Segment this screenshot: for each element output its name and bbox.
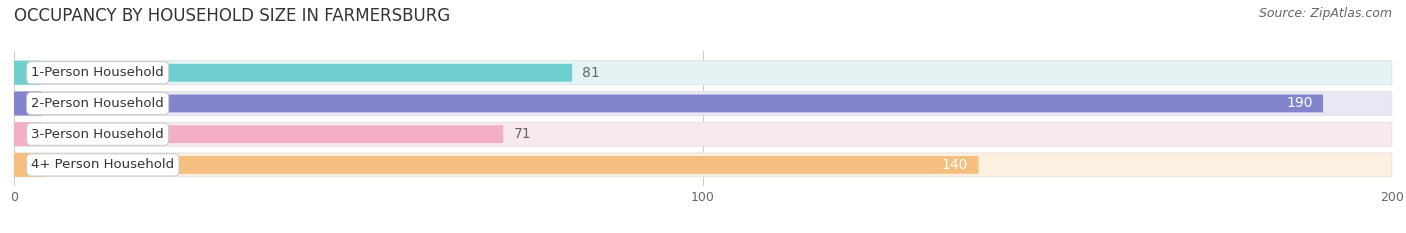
Text: Source: ZipAtlas.com: Source: ZipAtlas.com — [1258, 7, 1392, 20]
Text: OCCUPANCY BY HOUSEHOLD SIZE IN FARMERSBURG: OCCUPANCY BY HOUSEHOLD SIZE IN FARMERSBU… — [14, 7, 450, 25]
Text: 140: 140 — [942, 158, 969, 172]
FancyBboxPatch shape — [14, 153, 1392, 177]
FancyBboxPatch shape — [14, 122, 42, 146]
Text: 4+ Person Household: 4+ Person Household — [31, 158, 174, 171]
Text: 190: 190 — [1286, 96, 1313, 110]
FancyBboxPatch shape — [14, 61, 1392, 85]
Text: 1-Person Household: 1-Person Household — [31, 66, 165, 79]
FancyBboxPatch shape — [14, 125, 503, 143]
FancyBboxPatch shape — [14, 64, 572, 82]
FancyBboxPatch shape — [14, 61, 42, 85]
Text: 71: 71 — [513, 127, 531, 141]
FancyBboxPatch shape — [14, 153, 42, 177]
FancyBboxPatch shape — [14, 95, 1323, 112]
FancyBboxPatch shape — [14, 92, 42, 116]
FancyBboxPatch shape — [14, 122, 1392, 146]
Text: 2-Person Household: 2-Person Household — [31, 97, 165, 110]
FancyBboxPatch shape — [14, 156, 979, 174]
Text: 3-Person Household: 3-Person Household — [31, 128, 165, 141]
FancyBboxPatch shape — [14, 92, 1392, 116]
Text: 81: 81 — [582, 66, 600, 80]
